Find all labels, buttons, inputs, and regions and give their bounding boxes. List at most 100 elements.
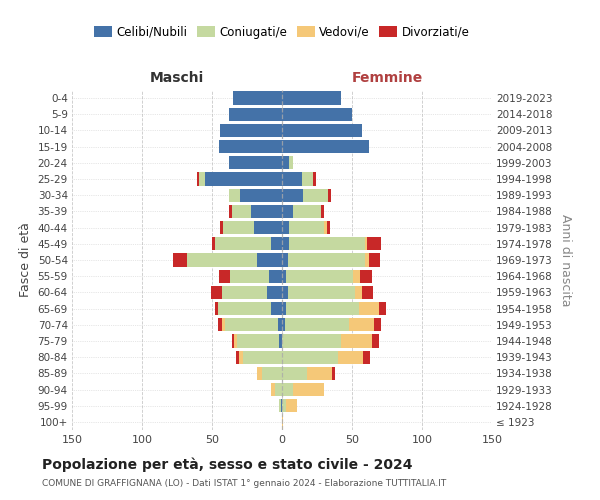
Bar (361, 270, 371, 283)
Bar (332, 366, 335, 380)
Bar (239, 350, 243, 364)
Bar (374, 318, 382, 332)
Bar (229, 156, 282, 170)
Bar (367, 237, 382, 250)
Bar (282, 92, 341, 104)
Bar (257, 254, 282, 266)
Bar (286, 270, 353, 283)
Bar (282, 172, 302, 186)
Y-axis label: Fasce di età: Fasce di età (19, 222, 32, 298)
Bar (363, 350, 370, 364)
Bar (307, 366, 332, 380)
Bar (229, 108, 282, 121)
Bar (328, 188, 331, 202)
Bar (219, 270, 230, 283)
Bar (365, 237, 367, 250)
Bar (205, 172, 282, 186)
Bar (237, 334, 279, 347)
Bar (211, 286, 222, 299)
Bar (302, 172, 313, 186)
Bar (282, 318, 285, 332)
Bar (289, 221, 324, 234)
Bar (279, 399, 281, 412)
Bar (233, 92, 282, 104)
Bar (303, 188, 328, 202)
Bar (287, 286, 355, 299)
Bar (281, 399, 282, 412)
Bar (282, 140, 369, 153)
Bar (282, 156, 289, 170)
Text: COMUNE DI GRAFFIGNANA (LO) - Dati ISTAT 1° gennaio 2024 - Elaborazione TUTTITALI: COMUNE DI GRAFFIGNANA (LO) - Dati ISTAT … (42, 479, 446, 488)
Bar (282, 205, 293, 218)
Bar (338, 350, 363, 364)
Bar (222, 286, 266, 299)
Bar (257, 366, 262, 380)
Bar (236, 350, 239, 364)
Bar (222, 318, 224, 332)
Bar (219, 140, 282, 153)
Bar (286, 399, 298, 412)
Bar (282, 124, 362, 137)
Bar (254, 221, 282, 234)
Bar (199, 172, 205, 186)
Bar (271, 237, 282, 250)
Bar (269, 270, 282, 283)
Bar (359, 302, 379, 315)
Bar (362, 286, 373, 299)
Bar (324, 221, 327, 234)
Bar (369, 254, 380, 266)
Bar (229, 205, 232, 218)
Bar (282, 350, 338, 364)
Bar (232, 205, 251, 218)
Bar (187, 254, 257, 266)
Bar (321, 205, 324, 218)
Bar (282, 399, 286, 412)
Bar (289, 156, 293, 170)
Bar (282, 302, 286, 315)
Bar (371, 334, 379, 347)
Bar (293, 383, 324, 396)
Text: Femmine: Femmine (352, 71, 422, 85)
Bar (279, 334, 282, 347)
Bar (212, 237, 215, 250)
Bar (215, 302, 218, 315)
Bar (289, 237, 365, 250)
Bar (215, 237, 271, 250)
Bar (286, 302, 359, 315)
Bar (197, 172, 199, 186)
Bar (327, 221, 329, 234)
Bar (353, 270, 361, 283)
Bar (282, 188, 303, 202)
Bar (379, 302, 386, 315)
Bar (293, 205, 321, 218)
Bar (232, 334, 235, 347)
Bar (282, 254, 287, 266)
Bar (235, 334, 237, 347)
Bar (349, 318, 374, 332)
Bar (282, 270, 286, 283)
Bar (282, 108, 352, 121)
Bar (240, 188, 282, 202)
Bar (282, 334, 341, 347)
Bar (230, 270, 269, 283)
Bar (220, 124, 282, 137)
Bar (287, 254, 365, 266)
Bar (285, 318, 349, 332)
Bar (282, 416, 283, 428)
Bar (355, 286, 362, 299)
Bar (243, 350, 282, 364)
Bar (262, 366, 282, 380)
Bar (313, 172, 316, 186)
Bar (341, 334, 371, 347)
Bar (251, 205, 282, 218)
Bar (282, 383, 293, 396)
Bar (282, 237, 289, 250)
Legend: Celibi/Nubili, Coniugati/e, Vedovi/e, Divorziati/e: Celibi/Nubili, Coniugati/e, Vedovi/e, Di… (89, 21, 475, 44)
Text: Maschi: Maschi (150, 71, 204, 85)
Bar (365, 254, 369, 266)
Bar (278, 318, 282, 332)
Bar (282, 221, 289, 234)
Bar (271, 383, 275, 396)
Bar (224, 318, 278, 332)
Bar (275, 383, 282, 396)
